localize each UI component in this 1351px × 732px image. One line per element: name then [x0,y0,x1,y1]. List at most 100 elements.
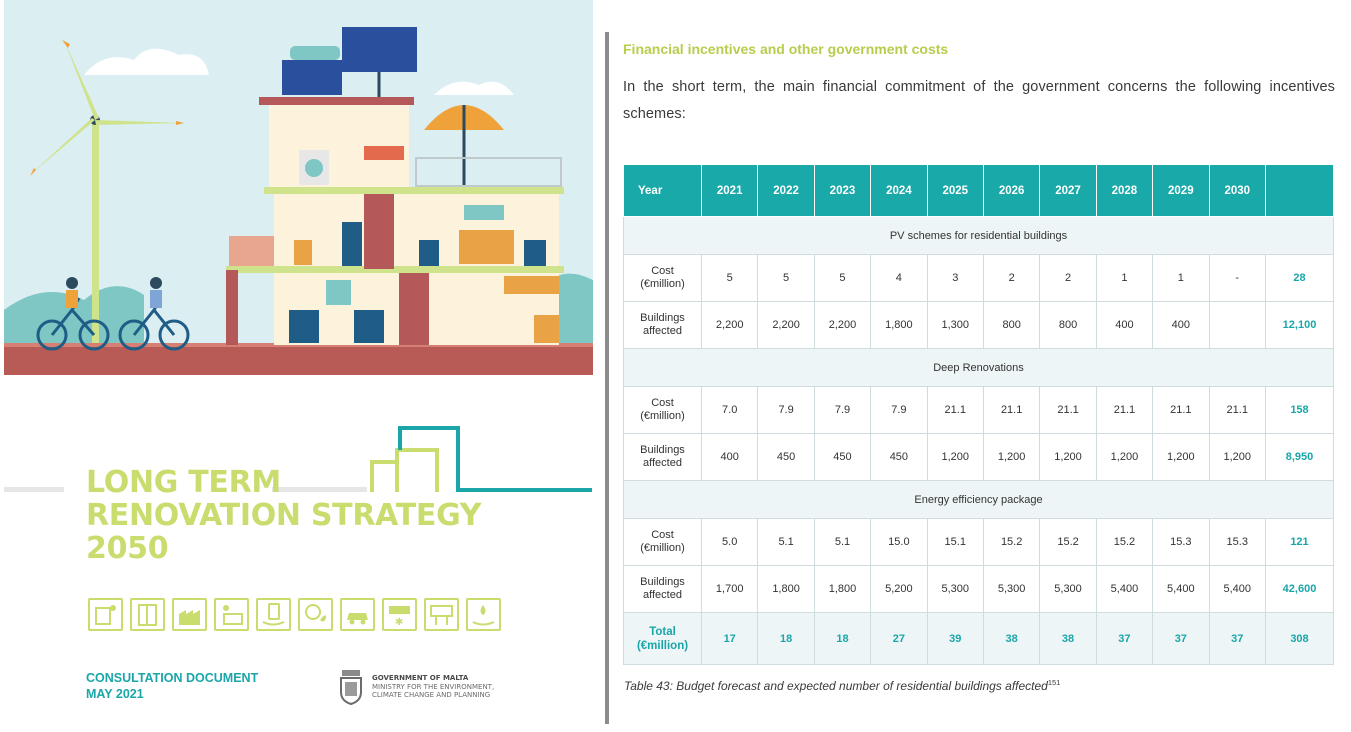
intro-paragraph: In the short term, the main financial co… [623,79,1335,122]
table-row: Cost (€million) 5.0 5.1 5.1 15.0 15.1 15.2 15.2 1… [623,518,1334,566]
row-label: Total (€million) [623,612,702,665]
table-cell: 1,800 [757,565,815,613]
table-cell: 21.1 [1039,386,1097,434]
table-cell: 5 [700,254,759,302]
caption-footnote: 151 [1047,678,1061,687]
row-total-cell: 42,600 [1265,565,1334,613]
table-cell: 38 [982,612,1041,665]
ac-unit-icon: ✱ [382,598,417,631]
table-cell: 7.9 [813,386,872,434]
row-label-line: (€million) [640,278,685,290]
gov-line: MINISTRY FOR THE ENVIRONMENT, [372,682,495,691]
table-cell: 400 [1095,301,1154,349]
table-cell: 18 [813,612,872,665]
cover-title-line: LONG TERM [86,465,281,500]
malta-crest-icon [340,670,362,706]
table-caption: Table 43: Budget forecast and expected n… [624,678,1060,693]
table-cell: 15.2 [1095,518,1154,566]
row-label-line: (€million) [640,410,685,422]
header-cell: 2027 [1039,164,1097,217]
row-label-line: affected [643,589,682,601]
table-cell: 450 [813,433,872,481]
table-row: Buildings affected 400 450 450 450 1,200 1,200 1… [623,433,1334,481]
table-cell: 5.1 [813,518,872,566]
table-cell: 2 [1039,254,1097,302]
table-cell: 1,200 [982,433,1041,481]
lightbulb-leaf-icon [298,598,333,631]
row-label-line: Total [649,625,676,638]
row-label-line: (€million) [636,639,689,652]
table-cell: 450 [757,433,815,481]
header-cell: 2026 [982,164,1041,217]
cover-title-line: RENOVATION STRATEGY [86,498,482,533]
header-cell: 2030 [1208,164,1267,217]
table-cell: 1,700 [700,565,759,613]
table-cell: 37 [1152,612,1210,665]
table-cell: 1,800 [870,301,928,349]
row-label: Buildings affected [623,565,702,613]
table-cell: - [1208,254,1267,302]
cover-title-line: 2050 [86,531,169,566]
table-row: Cost (€million) 5 5 5 4 3 2 2 1 1-28 [623,254,1334,302]
table-cell: 15.1 [926,518,984,566]
group-title: PV schemes for residential buildings [623,216,1334,255]
row-label-line: Cost [651,265,674,277]
table-cell: 5,300 [1039,565,1097,613]
table-cell: 1 [1152,254,1210,302]
table-cell: 21.1 [1152,386,1210,434]
row-label: Cost (€million) [623,386,702,434]
table-cell: 38 [1039,612,1097,665]
cover-date: MAY 2021 [86,687,144,701]
table-cell: 5.1 [757,518,815,566]
cover-icon-row: ✱ [88,598,501,631]
row-label-line: Cost [651,397,674,409]
row-total-cell: 12,100 [1265,301,1334,349]
table-cell: 7.9 [870,386,928,434]
car-icon [340,598,375,631]
table-cell: 2,200 [700,301,759,349]
group-title: Energy efficiency package [623,480,1334,519]
table-cell: 15.0 [870,518,928,566]
gov-line: CLIMATE CHANGE AND PLANNING [372,691,491,700]
row-label: Cost (€million) [623,254,702,302]
door-icon [130,598,165,631]
solar-heater-icon [424,598,459,631]
solar-panel-icon [214,598,249,631]
row-total-cell: 158 [1265,386,1334,434]
row-label-line: Cost [651,529,674,541]
row-label-line: Buildings [640,576,685,588]
table-cell: 21.1 [982,386,1041,434]
table-cell: 5,200 [870,565,928,613]
table-cell: 21.1 [926,386,984,434]
table-cell: 37 [1095,612,1154,665]
budget-table: Year 2021 2022 2023 2024 2025 2026 2027 … [623,164,1334,665]
table-row: Buildings affected 2,200 2,200 2,200 1,800 1,3… [623,301,1334,349]
table-cell: 27 [870,612,928,665]
table-body: PV schemes for residential buildings Cost… [623,216,1334,665]
government-logo: GOVERNMENT OF MALTA MINISTRY FOR THE ENV… [336,668,494,706]
table-cell: 15.2 [1039,518,1097,566]
caption-text: Table 43: Budget forecast and expected n… [624,679,1048,693]
decorative-skyline-lines [4,426,592,492]
table-cell: 21.1 [1095,386,1154,434]
svg-text:✱: ✱ [395,617,403,627]
table-cell: 5,400 [1208,565,1267,613]
table-cell: 5,300 [926,565,984,613]
table-cell: 1,200 [1039,433,1097,481]
table-cell [1208,301,1267,349]
cover-consultation-label: CONSULTATION DOCUMENT MAY 2021 [86,670,258,702]
row-label: Buildings affected [623,301,702,349]
table-cell: 1,200 [1095,433,1154,481]
table-cell: 4 [870,254,928,302]
table-cell: 37 [1208,612,1267,665]
table-cell: 5,300 [982,565,1041,613]
header-cell: 2024 [870,164,928,217]
row-total-cell: 28 [1265,254,1334,302]
header-cell: 2025 [926,164,984,217]
header-cell [1265,164,1334,217]
table-cell: 17 [700,612,759,665]
table-cell: 39 [926,612,984,665]
header-cell: Year [623,164,702,217]
row-label: Buildings affected [623,433,702,481]
header-cell: 2022 [757,164,815,217]
